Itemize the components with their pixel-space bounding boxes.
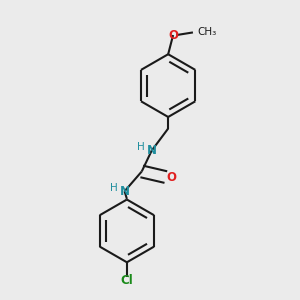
Text: O: O <box>168 28 178 42</box>
Text: H: H <box>137 142 145 152</box>
Text: O: O <box>167 171 177 184</box>
Text: N: N <box>147 144 157 157</box>
Text: H: H <box>110 183 118 193</box>
Text: N: N <box>120 185 130 198</box>
Text: Cl: Cl <box>121 274 133 287</box>
Text: CH₃: CH₃ <box>197 27 217 38</box>
